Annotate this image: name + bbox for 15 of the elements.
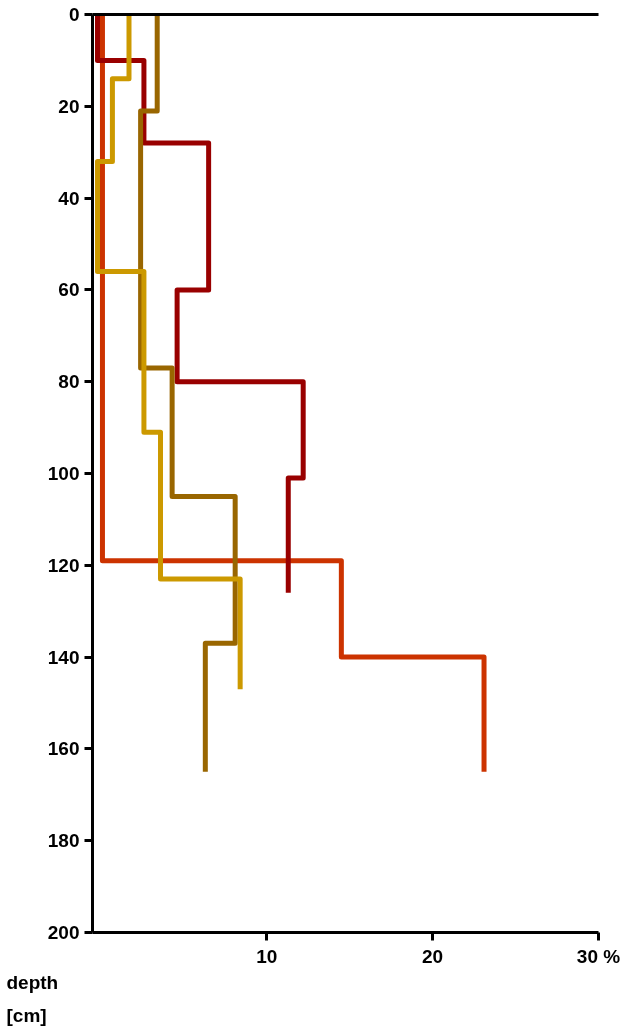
x-tick-label: 20 [422, 945, 444, 967]
y-tick-label: 200 [47, 922, 80, 943]
y-tick-label: 180 [47, 830, 80, 852]
y-tick-label: 20 [58, 95, 80, 117]
y-tick-label: 140 [47, 646, 80, 668]
y-tick-label: 100 [47, 463, 80, 484]
y-tick-label: 0 [68, 4, 80, 25]
y-tick-label: 60 [58, 279, 80, 301]
x-tick-label: 10 [256, 945, 278, 967]
y-tick-label: 80 [58, 371, 80, 393]
x-tick-label: 30 % [576, 945, 621, 967]
y-tick-label: 40 [58, 187, 80, 209]
y-axis-title: depth [cm] [6, 971, 59, 1026]
y-tick-label: 120 [47, 554, 80, 576]
y-tick-label: 160 [47, 738, 80, 760]
